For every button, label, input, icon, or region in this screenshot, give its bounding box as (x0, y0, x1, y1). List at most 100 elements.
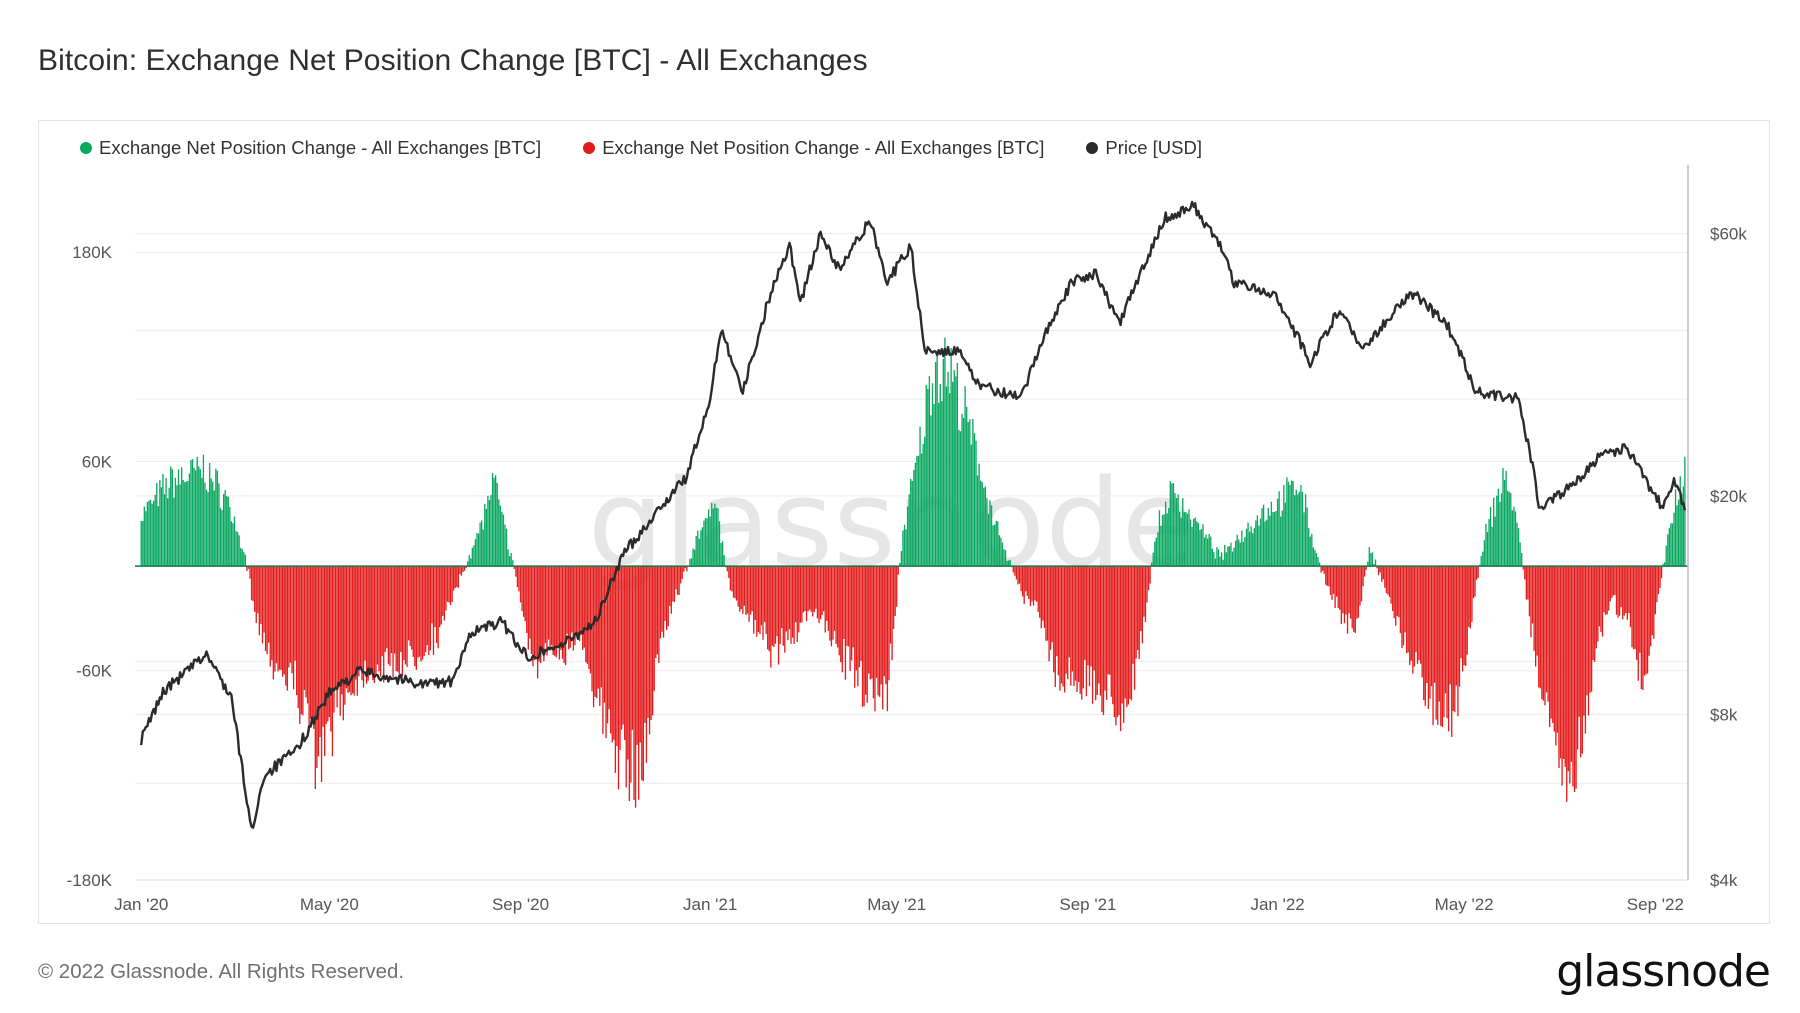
bar-outflow (566, 566, 568, 634)
bar-inflow (701, 527, 704, 567)
bar-outflow (432, 566, 435, 655)
bar-outflow (1404, 566, 1406, 633)
bar-outflow (745, 566, 747, 616)
bar-outflow (743, 566, 746, 606)
bar-inflow (1245, 528, 1248, 567)
bar-outflow (1356, 566, 1358, 619)
bar-inflow (207, 492, 209, 567)
bar-outflow (1430, 566, 1433, 687)
bar-inflow (1670, 523, 1672, 567)
bar-inflow (182, 479, 184, 567)
bar-outflow (1426, 566, 1428, 684)
bar-outflow (686, 566, 688, 572)
bar-inflow (1517, 528, 1520, 567)
bar-outflow (1617, 566, 1619, 618)
bar-outflow (734, 566, 736, 599)
bar-outflow (1443, 566, 1445, 718)
legend-item-inflow[interactable]: Exchange Net Position Change - All Excha… (80, 137, 541, 159)
bar-outflow (563, 566, 565, 664)
bar-outflow (524, 566, 526, 622)
bar-outflow (277, 566, 279, 672)
bar-outflow (1395, 566, 1397, 626)
bar-outflow (897, 566, 899, 575)
bar-outflow (624, 566, 626, 741)
bar-outflow (841, 566, 843, 673)
bar-outflow (337, 566, 340, 687)
bar-outflow (655, 566, 657, 659)
bar-inflow (1493, 497, 1495, 567)
bar-inflow (507, 549, 509, 567)
bar-outflow (625, 566, 627, 788)
bar-inflow (692, 548, 694, 567)
bar-inflow (906, 506, 909, 567)
bar-outflow (1612, 566, 1615, 596)
bar-outflow (345, 566, 348, 689)
bar-outflow (1642, 566, 1644, 691)
bar-outflow (1323, 566, 1325, 574)
bar-outflow (453, 566, 455, 591)
bar-outflow (540, 566, 542, 664)
bar-outflow (1534, 566, 1537, 667)
bar-outflow (751, 566, 753, 612)
bar-outflow (1109, 566, 1111, 675)
bar-outflow (1353, 566, 1355, 632)
bar-inflow (1158, 510, 1161, 567)
bar-outflow (771, 566, 774, 646)
bar-outflow (1457, 566, 1459, 717)
bar-outflow (395, 566, 397, 672)
bar-outflow (1472, 566, 1475, 599)
bar-outflow (1609, 566, 1611, 602)
bar-outflow (891, 566, 893, 661)
bar-outflow (463, 566, 466, 571)
bar-inflow (1684, 456, 1686, 567)
bar-outflow (1043, 566, 1046, 628)
bar-inflow (1281, 510, 1283, 567)
bar-outflow (1598, 566, 1601, 627)
bar-outflow (777, 566, 780, 665)
bar-inflow (1665, 545, 1667, 567)
bar-inflow (160, 487, 163, 567)
legend-item-outflow[interactable]: Exchange Net Position Change - All Excha… (583, 137, 1044, 159)
bar-inflow (1197, 522, 1199, 567)
bar-inflow (163, 494, 166, 567)
bar-outflow (1640, 566, 1643, 690)
bar-inflow (1682, 486, 1684, 567)
bar-outflow (1082, 566, 1084, 689)
bar-outflow (1056, 566, 1058, 657)
bar-outflow (599, 566, 601, 706)
bar-outflow (423, 566, 425, 656)
bar-inflow (159, 480, 161, 567)
bar-outflow (288, 566, 290, 668)
bar-outflow (589, 566, 592, 674)
bar-outflow (257, 566, 259, 614)
bar-outflow (731, 566, 733, 592)
bar-outflow (790, 566, 792, 644)
bar-outflow (1026, 566, 1028, 596)
bar-outflow (271, 566, 273, 661)
bar-outflow (1623, 566, 1625, 616)
bar-outflow (1035, 566, 1038, 602)
bar-outflow (1332, 566, 1335, 594)
bar-outflow (328, 566, 330, 718)
bar-outflow (824, 566, 826, 633)
bar-outflow (804, 566, 806, 611)
bar-outflow (250, 566, 253, 601)
bar-outflow (578, 566, 581, 642)
bar-outflow (1524, 566, 1526, 580)
bar-outflow (327, 566, 329, 722)
bar-outflow (1552, 566, 1554, 723)
bar-outflow (1469, 566, 1472, 629)
bar-inflow (1186, 513, 1189, 567)
bar-outflow (636, 566, 638, 745)
bar-outflow (1045, 566, 1047, 641)
bar-inflow (1513, 506, 1515, 567)
bar-inflow (1673, 512, 1675, 567)
bar-inflow (157, 506, 159, 567)
bar-outflow (782, 566, 784, 646)
bar-outflow (557, 566, 559, 647)
legend-item-price[interactable]: Price [USD] (1086, 137, 1202, 159)
bar-inflow (706, 518, 708, 567)
bar-inflow (185, 481, 187, 567)
bar-outflow (812, 566, 814, 617)
